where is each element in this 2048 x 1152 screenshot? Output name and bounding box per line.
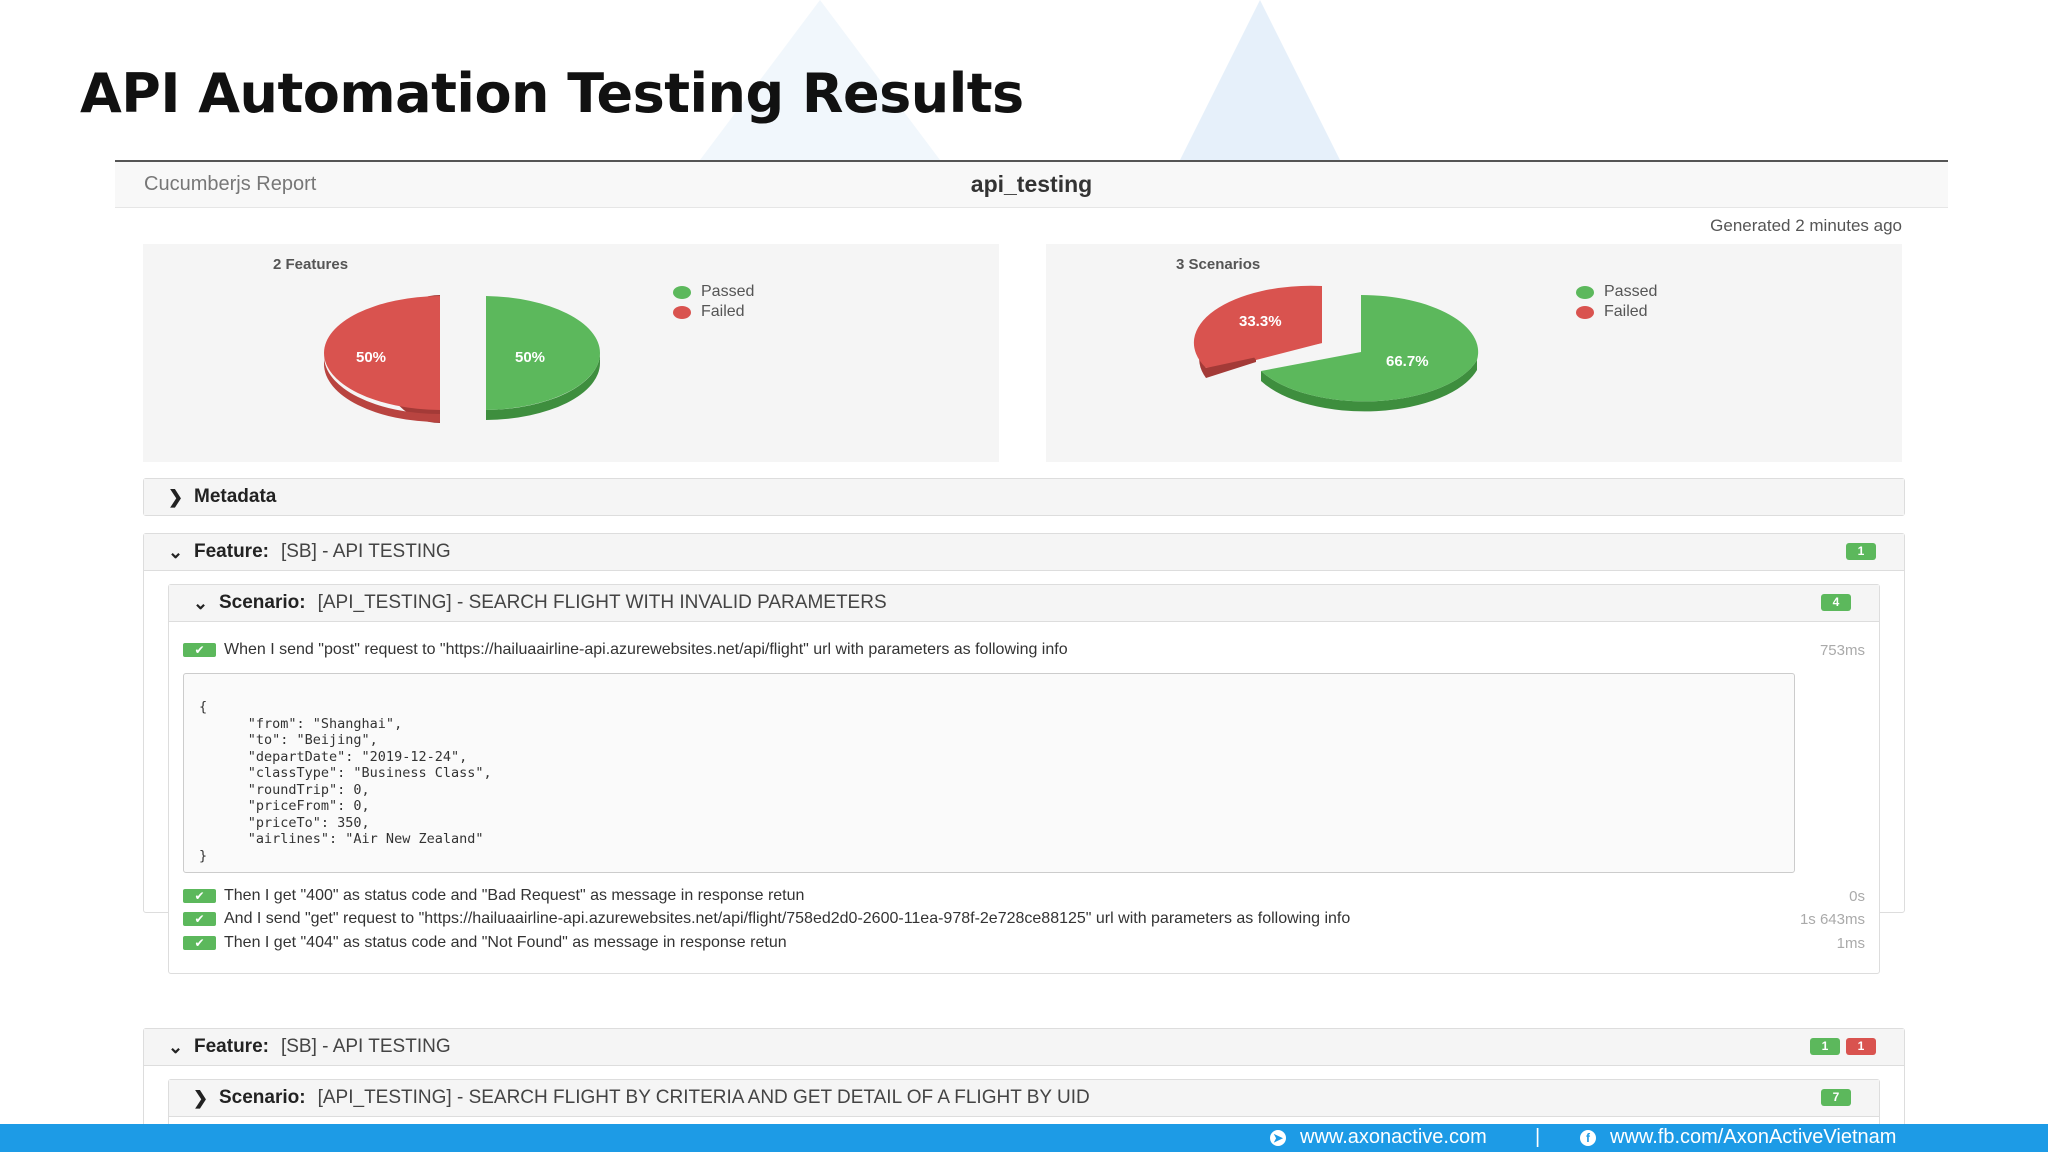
footer-separator: | [1535, 1126, 1541, 1148]
step-row[interactable]: ✔ Then I get "400" as status code and "B… [183, 885, 1865, 907]
scenario-header[interactable]: ❯ Scenario: [API_TESTING] - SEARCH FLIGH… [169, 1080, 1879, 1117]
legend-label-failed: Failed [701, 303, 745, 320]
check-icon: ✔ [183, 936, 216, 950]
step-text: Then I get "400" as status code and "Bad… [224, 887, 805, 904]
scenarios-passed-label: 66.7% [1386, 353, 1429, 370]
step-duration: 0s [1849, 887, 1865, 905]
features-legend: Passed Failed [673, 282, 754, 322]
scenario-keyword: Scenario: [219, 1087, 306, 1108]
legend-item-failed[interactable]: Failed [673, 302, 754, 322]
chevron-right-icon[interactable]: ❯ [168, 486, 184, 507]
legend-item-passed[interactable]: Passed [1576, 282, 1657, 302]
chevron-down-icon[interactable]: ⌄ [168, 1036, 184, 1057]
pie-slice-failed-wedge [1193, 285, 1322, 368]
pie-slice-passed-main [1261, 294, 1479, 402]
feature-name: [SB] - API TESTING [280, 541, 451, 562]
passed-count-badge: 7 [1821, 1089, 1851, 1106]
pie-slice-failed-main [324, 296, 440, 410]
feature-keyword: Feature: [194, 541, 269, 562]
chevron-down-icon[interactable]: ⌄ [168, 541, 184, 562]
background-decoration [1180, 0, 1340, 160]
feature-keyword: Feature: [194, 1036, 269, 1057]
legend-dot-passed [1576, 285, 1594, 299]
step-row[interactable]: ✔ When I send "post" request to "https:/… [183, 639, 1865, 661]
check-icon: ✔ [183, 912, 216, 926]
metadata-panel[interactable]: ❯ Metadata [143, 478, 1905, 516]
legend-label-passed: Passed [701, 283, 755, 300]
step-duration: 1s 643ms [1799, 910, 1865, 928]
facebook-icon: f [1580, 1129, 1596, 1146]
step-duration: 753ms [1819, 641, 1865, 659]
features-chart-panel: 2 Features 50% 50% Passed Failed [143, 244, 999, 462]
scenario-name: [API_TESTING] - SEARCH FLIGHT WITH INVAL… [317, 592, 887, 613]
pie-slice-failed-3d [1199, 339, 1256, 378]
passed-count-badge: 4 [1821, 594, 1851, 611]
scenario-header[interactable]: ⌄ Scenario: [API_TESTING] - SEARCH FLIGH… [169, 585, 1879, 622]
step-duration: 1ms [1836, 934, 1865, 952]
scenario-panel: ❯ Scenario: [API_TESTING] - SEARCH FLIGH… [168, 1079, 1880, 1125]
legend-item-passed[interactable]: Passed [673, 282, 754, 302]
feature-header[interactable]: ⌄ Feature: [SB] - API TESTING 1 1 [144, 1029, 1904, 1066]
failed-count-badge: 1 [1846, 1038, 1876, 1055]
metadata-label: Metadata [194, 486, 277, 507]
legend-item-failed[interactable]: Failed [1576, 302, 1657, 322]
legend-dot-passed [673, 285, 691, 299]
passed-count-badge: 1 [1846, 543, 1876, 560]
legend-label-failed: Failed [1604, 303, 1648, 320]
feature-panel: ⌄ Feature: [SB] - API TESTING 1 1 ❯ Scen… [143, 1028, 1905, 1125]
legend-dot-failed [673, 305, 691, 319]
check-icon: ✔ [183, 889, 216, 903]
features-pie-chart: 50% 50% [324, 295, 600, 423]
step-text: And I send "get" request to "https://hai… [224, 910, 1351, 927]
arrow-circle-icon: ➤ [1270, 1129, 1286, 1146]
metadata-header[interactable]: ❯ Metadata [144, 479, 1904, 515]
feature-name: [SB] - API TESTING [280, 1036, 451, 1057]
scenarios-pie-chart: 33.3% 66.7% [1193, 285, 1479, 412]
pie-slice-passed-main [486, 296, 600, 410]
report-brand[interactable]: Cucumberjs Report [144, 173, 317, 195]
request-body-docstring: { "from": "Shanghai", "to": "Beijing", "… [183, 673, 1795, 873]
footer-website: www.axonactive.com [1300, 1126, 1487, 1148]
features-chart-title: 2 Features [273, 256, 349, 273]
scenario-panel: ⌄ Scenario: [API_TESTING] - SEARCH FLIGH… [168, 584, 1880, 974]
footer-website-link[interactable]: ➤ www.axonactive.com [1270, 1126, 1487, 1149]
legend-label-passed: Passed [1604, 283, 1658, 300]
scenarios-legend: Passed Failed [1576, 282, 1657, 322]
pie-slice-passed-3d [1261, 360, 1477, 412]
feature-header[interactable]: ⌄ Feature: [SB] - API TESTING 1 [144, 534, 1904, 571]
step-text: When I send "post" request to "https://h… [224, 641, 1068, 658]
pie-slice-failed-3d [324, 356, 440, 422]
chevron-right-icon[interactable]: ❯ [193, 1087, 209, 1108]
generated-timestamp: Generated 2 minutes ago [1710, 216, 1902, 235]
scenarios-chart-title: 3 Scenarios [1176, 256, 1261, 273]
report-window: Cucumberjs Report api_testing Generated … [115, 160, 1948, 1125]
step-row[interactable]: ✔ And I send "get" request to "https://h… [183, 908, 1865, 930]
legend-dot-failed [1576, 305, 1594, 319]
docstring-text: { "from": "Shanghai", "to": "Beijing", "… [199, 699, 492, 864]
footer-facebook: www.fb.com/AxonActiveVietnam [1610, 1126, 1897, 1148]
feature-panel: ⌄ Feature: [SB] - API TESTING 1 ⌄ Scenar… [143, 533, 1905, 974]
scenario-keyword: Scenario: [219, 592, 306, 613]
features-passed-label: 50% [515, 349, 545, 366]
scenarios-failed-label: 33.3% [1239, 313, 1282, 330]
step-text: Then I get "404" as status code and "Not… [224, 934, 787, 951]
features-failed-label: 50% [356, 349, 386, 366]
check-icon: ✔ [183, 643, 216, 657]
background-decoration [700, 0, 940, 160]
report-title: api_testing [970, 171, 1093, 197]
footer-bar: ➤ www.axonactive.com | f www.fb.com/Axon… [0, 1124, 2048, 1152]
footer-facebook-link[interactable]: f www.fb.com/AxonActiveVietnam [1580, 1126, 1896, 1149]
passed-count-badge: 1 [1810, 1038, 1840, 1055]
report-navbar: Cucumberjs Report api_testing [115, 160, 1948, 208]
chevron-down-icon[interactable]: ⌄ [193, 592, 209, 613]
slide-title: API Automation Testing Results [80, 62, 1024, 125]
scenarios-chart-panel: 3 Scenarios 33.3% 66.7% Passed Failed [1046, 244, 1902, 462]
pie-slice-passed-3d [486, 353, 600, 420]
step-row[interactable]: ✔ Then I get "404" as status code and "N… [183, 932, 1865, 954]
scenario-name: [API_TESTING] - SEARCH FLIGHT BY CRITERI… [317, 1087, 1090, 1108]
